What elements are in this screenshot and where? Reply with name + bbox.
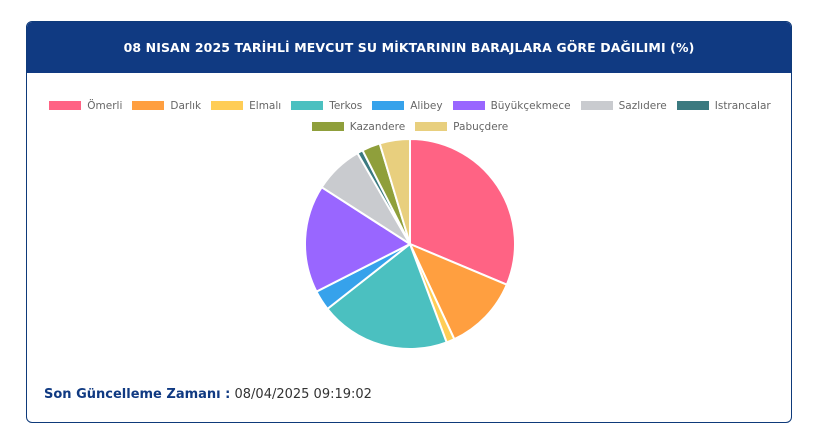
legend-swatch — [311, 122, 344, 131]
pie-slice-5[interactable] — [304, 185, 413, 293]
legend-label: Büyükçekmece — [490, 99, 571, 112]
legend-label: Sazlıdere — [618, 99, 667, 112]
legend-item-7[interactable]: Istrancalar — [676, 99, 771, 112]
chart-title: 08 NISAN 2025 TARİHLİ MEVCUT SU MİKTARIN… — [123, 40, 695, 55]
legend-item-8[interactable]: Kazandere — [311, 120, 406, 133]
legend-item-0[interactable]: Ömerli — [49, 100, 122, 112]
legend-swatch — [452, 101, 485, 110]
legend-label: Elmalı — [249, 99, 282, 112]
chart-card: 08 NISAN 2025 TARİHLİ MEVCUT SU MİKTARIN… — [26, 21, 792, 423]
last-update-value: 08/04/2025 09:19:02 — [234, 387, 372, 402]
legend-swatch — [580, 101, 613, 110]
last-update-label: Son Güncelleme Zamanı : — [44, 387, 231, 402]
pie-slice-9[interactable] — [378, 137, 411, 245]
legend-label: Darlık — [170, 99, 202, 112]
legend-item-6[interactable]: Sazlıdere — [580, 99, 667, 112]
legend-label: Ömerli — [87, 99, 123, 112]
pie-slice-3[interactable] — [326, 242, 448, 350]
chart-legend: Ömerli Darlık Elmalı Terkos Alibey Büyükçekme… — [27, 95, 791, 137]
legend-swatch — [415, 122, 448, 131]
legend-item-5[interactable]: Büyükçekmece — [452, 99, 571, 112]
legend-item-9[interactable]: Pabuçdere — [415, 121, 508, 133]
legend-swatch — [291, 101, 324, 110]
legend-label: Alibey — [410, 99, 443, 112]
last-update: Son Güncelleme Zamanı : 08/04/2025 09:19… — [44, 387, 372, 402]
legend-label: Kazandere — [349, 120, 406, 133]
pie-slice-1[interactable] — [408, 242, 509, 341]
legend-item-4[interactable]: Alibey — [372, 99, 443, 112]
legend-swatch — [49, 101, 82, 110]
legend-swatch — [676, 101, 709, 110]
legend-swatch — [211, 101, 244, 110]
legend-label: Terkos — [329, 99, 363, 112]
card-header: 08 NISAN 2025 TARİHLİ MEVCUT SU MİKTARIN… — [27, 22, 791, 73]
pie-slice-0[interactable] — [409, 137, 516, 286]
legend-label: Istrancalar — [714, 99, 771, 112]
legend-row-2: Kazandere Pabuçdere — [27, 116, 791, 137]
legend-swatch — [132, 101, 165, 110]
legend-item-1[interactable]: Darlık — [132, 100, 201, 112]
legend-item-3[interactable]: Terkos — [291, 100, 362, 112]
pie-chart — [304, 137, 516, 350]
legend-row-1: Ömerli Darlık Elmalı Terkos Alibey Büyükçekme… — [27, 95, 791, 116]
legend-label: Pabuçdere — [453, 120, 509, 133]
legend-item-2[interactable]: Elmalı — [211, 100, 281, 112]
legend-swatch — [372, 101, 405, 110]
